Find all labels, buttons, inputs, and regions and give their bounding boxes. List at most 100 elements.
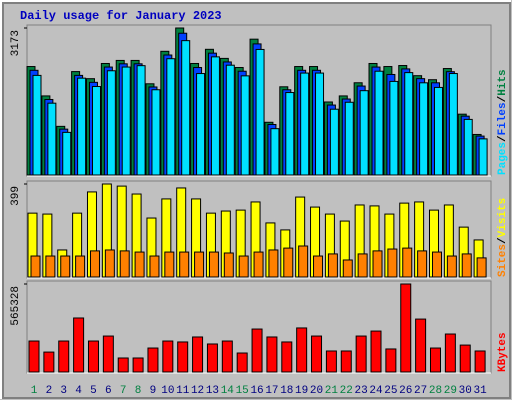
bar xyxy=(238,255,249,278)
legend-separator: / xyxy=(497,237,509,244)
legend-separator: / xyxy=(497,135,509,142)
chart-title: Daily usage for January 2023 xyxy=(20,9,222,23)
bar xyxy=(329,108,339,176)
x-tick-label: 30 xyxy=(459,385,472,397)
bar xyxy=(240,75,250,176)
x-tick-label: 11 xyxy=(176,385,190,397)
x-tick-label: 13 xyxy=(206,385,219,397)
bar xyxy=(149,255,160,278)
bar xyxy=(402,247,413,278)
bar xyxy=(266,336,278,373)
bar xyxy=(104,249,115,278)
bar xyxy=(179,251,190,278)
bar xyxy=(147,347,159,373)
bar xyxy=(281,341,293,373)
bar xyxy=(385,348,397,373)
bar xyxy=(194,251,205,278)
bar xyxy=(268,249,279,278)
bar xyxy=(404,72,414,176)
bar xyxy=(206,343,218,373)
x-tick-label: 29 xyxy=(444,385,457,397)
bar xyxy=(478,138,488,176)
bar xyxy=(431,251,442,278)
bar xyxy=(47,102,57,176)
bar xyxy=(30,255,41,278)
bar xyxy=(283,247,294,278)
bar xyxy=(417,250,428,278)
x-tick-label: 26 xyxy=(399,385,412,397)
x-tick-label: 16 xyxy=(250,385,263,397)
bar xyxy=(208,251,219,278)
bar xyxy=(298,245,309,278)
bar xyxy=(162,340,174,373)
bar xyxy=(62,131,72,176)
x-tick-label: 14 xyxy=(221,385,235,397)
bar xyxy=(136,65,146,176)
bar xyxy=(45,255,56,278)
bar xyxy=(400,283,412,373)
bar xyxy=(164,251,175,278)
bar xyxy=(58,340,70,373)
bar xyxy=(196,73,206,176)
bar xyxy=(253,251,264,278)
bar xyxy=(446,255,457,278)
bar xyxy=(372,250,383,278)
x-tick-label: 24 xyxy=(369,385,383,397)
bar xyxy=(210,56,220,176)
bar xyxy=(344,101,354,176)
bar xyxy=(463,118,473,176)
x-tick-label: 5 xyxy=(90,385,97,397)
x-tick-label: 18 xyxy=(280,385,293,397)
bar xyxy=(355,335,367,373)
bar xyxy=(419,82,429,176)
x-tick-label: 9 xyxy=(150,385,157,397)
bar xyxy=(433,86,443,176)
bar xyxy=(223,252,234,278)
x-tick-label: 20 xyxy=(310,385,323,397)
bar xyxy=(151,89,161,176)
bar xyxy=(177,341,189,373)
bar xyxy=(313,255,324,278)
bar xyxy=(359,90,369,176)
bar xyxy=(429,347,441,373)
bar xyxy=(43,351,55,373)
bar xyxy=(327,253,338,278)
legend: KBytes xyxy=(497,332,509,372)
x-tick-label: 8 xyxy=(135,385,142,397)
x-tick-label: 31 xyxy=(473,385,487,397)
bar xyxy=(102,335,114,373)
bar xyxy=(28,340,40,373)
bar xyxy=(270,128,280,176)
bar xyxy=(389,80,399,176)
bar xyxy=(87,340,99,373)
bar xyxy=(89,250,100,278)
bar xyxy=(117,357,129,373)
bar xyxy=(32,74,42,176)
x-tick-label: 6 xyxy=(105,385,112,397)
x-tick-label: 7 xyxy=(120,385,127,397)
bar xyxy=(415,318,427,373)
x-tick-label: 15 xyxy=(236,385,249,397)
bar xyxy=(225,64,235,176)
bar xyxy=(121,66,131,176)
bar xyxy=(221,340,233,373)
x-tick-label: 4 xyxy=(75,385,82,397)
bar xyxy=(448,73,458,176)
x-tick-label: 28 xyxy=(429,385,442,397)
bar xyxy=(236,352,248,373)
legend-entry: Pages xyxy=(497,142,509,175)
x-tick-label: 17 xyxy=(265,385,278,397)
y-tick-label: 399 xyxy=(10,186,22,206)
legend-entry: Hits xyxy=(497,69,509,95)
x-tick-label: 22 xyxy=(340,385,353,397)
bar xyxy=(255,48,265,176)
x-tick-label: 19 xyxy=(295,385,308,397)
y-tick-label: 3173 xyxy=(10,30,22,56)
bar xyxy=(461,253,472,278)
bar xyxy=(77,77,87,176)
legend-entry: Files xyxy=(497,102,509,135)
bar xyxy=(357,253,368,278)
bar xyxy=(459,344,471,373)
bar xyxy=(285,92,295,176)
